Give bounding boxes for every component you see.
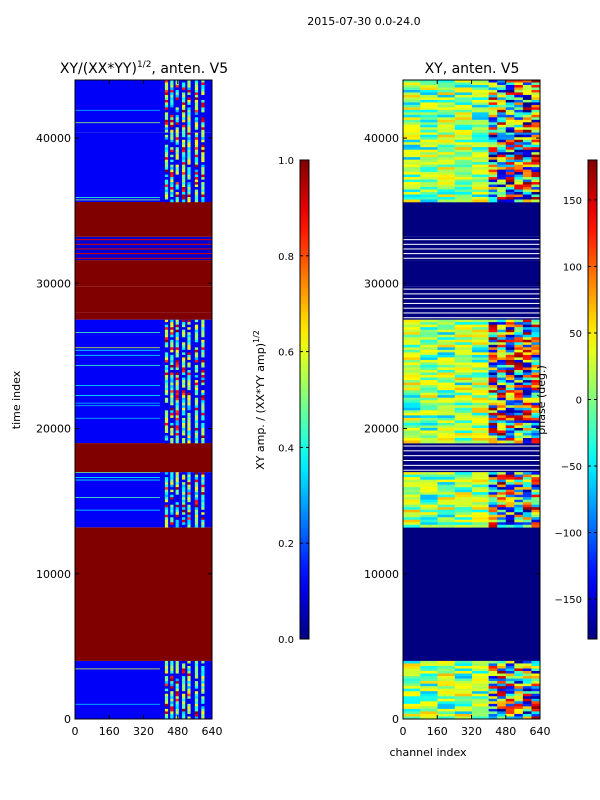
colorbar-tick-label: 0.6	[278, 348, 294, 359]
heatmap-block	[75, 80, 212, 133]
phase-colorbar-label: phase (deg.)	[535, 365, 548, 435]
x-tick-label: 160	[99, 725, 120, 738]
y-tick-label: 10000	[36, 568, 71, 581]
heatmap-block	[75, 201, 212, 237]
amplitude-ylabel: time index	[10, 370, 23, 429]
heatmap-block	[75, 260, 212, 287]
y-tick-label: 0	[392, 713, 399, 726]
colorbar-tick-label: 50	[569, 329, 582, 340]
x-tick-label: 320	[133, 725, 154, 738]
colorbar-tick-label: 0.4	[278, 443, 294, 454]
y-tick-label: 10000	[364, 568, 399, 581]
heatmap-block	[75, 660, 212, 719]
amplitude-colorbar-label: XY amp. / (XX*YY amp)1/2	[252, 330, 267, 470]
colorbar-tick-label: −150	[555, 595, 582, 606]
y-tick-label: 40000	[364, 132, 399, 145]
colorbar-gradient	[299, 159, 310, 640]
x-tick-label: 0	[400, 725, 407, 738]
x-tick-label: 480	[167, 725, 188, 738]
y-tick-label: 20000	[364, 423, 399, 436]
amplitude-colorbar: 0.0 0.2 0.4 0.6 0.8 1.0	[278, 156, 310, 646]
phase-panel-title: XY, anten. V5	[425, 61, 520, 77]
figure-suptitle: 2015-07-30 0.0-24.0	[307, 15, 420, 28]
colorbar-tick-label: 100	[563, 262, 582, 273]
phase-colorbar: −150 −100 −50 0 50 100 150	[555, 159, 598, 640]
y-tick-label: 30000	[364, 277, 399, 290]
phase-xlabel: channel index	[389, 746, 467, 759]
y-tick-label: 40000	[36, 132, 71, 145]
y-tick-label: 20000	[36, 423, 71, 436]
phase-plot-area: 0 160 320 480 640 0 10000 20000 30000 40000	[364, 79, 551, 738]
amplitude-panel-title: XY/(XX*YY)1/2, anten. V5	[60, 60, 228, 77]
x-tick-label: 640	[530, 725, 551, 738]
heatmap-block	[75, 132, 212, 202]
heatmap-block	[75, 286, 212, 313]
x-tick-label: 640	[202, 725, 223, 738]
colorbar-tick-label: 0.2	[278, 539, 294, 550]
colorbar-tick-label: 0.8	[278, 252, 294, 263]
colorbar-tick-label: −50	[561, 462, 582, 473]
heatmap-block	[403, 443, 540, 473]
x-tick-label: 480	[495, 725, 516, 738]
colorbar-tick-label: 150	[563, 196, 582, 207]
amplitude-plot-area: 0 160 320 480 640 0 10000 20000 30000 40000	[36, 79, 223, 738]
x-tick-label: 320	[461, 725, 482, 738]
x-tick-label: 160	[427, 725, 448, 738]
heatmap-block	[75, 443, 212, 473]
heatmap-block	[403, 527, 540, 661]
heatmap-block	[403, 260, 540, 287]
colorbar-tick-label: 0	[576, 396, 582, 407]
heatmap-block	[75, 312, 212, 320]
x-tick-label: 0	[72, 725, 79, 738]
heatmap-block	[75, 527, 212, 661]
colorbar-tick-label: −100	[555, 529, 582, 540]
heatmap-block	[75, 319, 212, 444]
y-tick-label: 0	[64, 713, 71, 726]
colorbar-tick-label: 0.0	[278, 635, 294, 646]
y-tick-label: 30000	[36, 277, 71, 290]
heatmap-block	[403, 201, 540, 237]
colorbar-tick-label: 1.0	[278, 156, 294, 167]
